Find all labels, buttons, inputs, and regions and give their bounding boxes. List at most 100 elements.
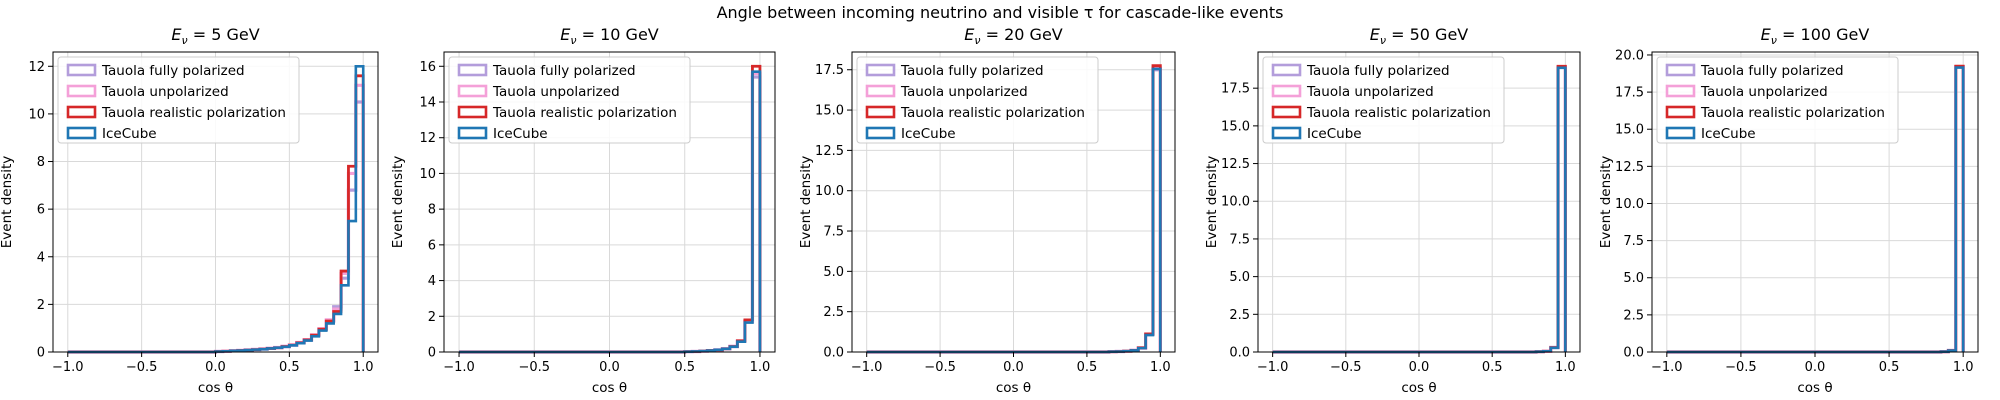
y-tick-label: 10.0 — [815, 184, 844, 199]
x-axis-label: cos θ — [198, 380, 233, 396]
x-tick-label: −0.5 — [1725, 360, 1757, 375]
panel-1: −1.0 −0.5 0.0 0.5 1.0 0 2 4 6 8 10 12 Eν = 5 GeV cos … — [0, 25, 379, 396]
y-tick-label: 7.5 — [1623, 234, 1644, 249]
x-tick-label: 1.0 — [1953, 360, 1974, 375]
x-tick-label: −0.5 — [518, 360, 550, 375]
y-tick-label: 7.5 — [823, 225, 844, 240]
y-tick-label: 16 — [419, 60, 436, 75]
x-tick-label: 1.0 — [1555, 360, 1576, 375]
legend-swatch — [457, 126, 488, 140]
legend-box — [57, 56, 300, 144]
x-tick-label: −0.5 — [126, 360, 158, 375]
y-tick-label: 17.5 — [1221, 82, 1250, 97]
y-tick-label: 12 — [28, 60, 45, 75]
legend-box — [1656, 56, 1899, 144]
legend-swatch — [66, 63, 97, 77]
y-axis-label: Event density — [1598, 156, 1614, 248]
legend-label: Tauola fully polarized — [900, 63, 1044, 79]
legend-swatch — [1665, 126, 1696, 140]
y-tick-label: 20.0 — [1615, 48, 1644, 63]
legend-label: IceCube — [1307, 126, 1362, 142]
legend-label: IceCube — [901, 126, 956, 142]
panels: −1.0 −0.5 0.0 0.5 1.0 0 2 4 6 8 10 12 Eν = 5 GeV cos … — [0, 25, 1979, 396]
y-tick-label: 14 — [419, 96, 436, 111]
panel-title: Eν = 10 GeV — [560, 25, 659, 47]
legend-label: Tauola unpolarized — [1306, 84, 1434, 100]
legend-label: Tauola realistic polarization — [900, 105, 1085, 121]
y-tick-label: 10 — [28, 107, 45, 122]
x-tick-label: −1.0 — [443, 360, 475, 375]
legend-label: Tauola fully polarized — [492, 63, 636, 79]
panel-title: Eν = 100 GeV — [1761, 25, 1870, 47]
x-tick-label: 0.0 — [1409, 360, 1430, 375]
legend-label: Tauola unpolarized — [101, 84, 229, 100]
legend-swatch — [1665, 63, 1696, 77]
legend-swatch — [457, 63, 488, 77]
panel-2: −1.0 −0.5 0.0 0.5 1.0 0 2 4 6 8 10 12 14 16 Eν = 10 Ge… — [390, 25, 776, 396]
legend-swatch — [1271, 84, 1302, 98]
legend-swatch — [1665, 84, 1696, 98]
legend-swatch — [1271, 105, 1302, 119]
y-tick-label: 2.5 — [1229, 308, 1250, 323]
x-tick-label: −1.0 — [851, 360, 883, 375]
y-tick-label: 6 — [37, 203, 45, 218]
x-tick-label: 0.5 — [1482, 360, 1503, 375]
y-tick-label: 12.5 — [1615, 160, 1644, 175]
y-tick-label: 15.0 — [1615, 123, 1644, 138]
x-tick-label: 0.0 — [1805, 360, 1826, 375]
legend: Tauola fully polarized Tauola unpolarized… — [1656, 56, 1899, 144]
panel-3: −1.0 −0.5 0.0 0.5 1.0 0.0 2.5 5.0 7.5 10.0 12.5 15.… — [798, 25, 1176, 396]
x-axis-label: cos θ — [1401, 380, 1436, 396]
panel-5: −1.0 −0.5 0.0 0.5 1.0 0.0 2.5 5.0 7.5 10.0 12.5 15.… — [1598, 25, 1979, 396]
legend-swatch — [1271, 126, 1302, 140]
y-axis-label: Event density — [0, 156, 15, 248]
y-tick-label: 8 — [428, 203, 436, 218]
y-tick-label: 2 — [37, 298, 45, 313]
legend-swatch — [457, 84, 488, 98]
panel-title: Eν = 20 GeV — [964, 25, 1063, 47]
x-tick-label: 1.0 — [1150, 360, 1171, 375]
y-axis-label: Event density — [1204, 156, 1220, 248]
y-tick-label: 2.5 — [823, 305, 844, 320]
legend: Tauola fully polarized Tauola unpolarized… — [448, 56, 691, 144]
y-tick-label: 2 — [428, 310, 436, 325]
legend-swatch — [457, 105, 488, 119]
x-tick-label: 0.0 — [599, 360, 620, 375]
x-tick-label: 0.5 — [279, 360, 300, 375]
panel-title: Eν = 5 GeV — [171, 25, 259, 47]
legend-label: Tauola realistic polarization — [1306, 105, 1491, 121]
legend-swatch — [1665, 105, 1696, 119]
legend: Tauola fully polarized Tauola unpolarized… — [57, 56, 300, 144]
y-tick-label: 10.0 — [1221, 195, 1250, 210]
legend-label: Tauola unpolarized — [900, 84, 1028, 100]
y-tick-label: 12 — [419, 131, 436, 146]
y-tick-label: 17.5 — [1615, 86, 1644, 101]
y-tick-label: 12.5 — [815, 144, 844, 159]
legend-label: Tauola unpolarized — [1700, 84, 1828, 100]
x-tick-label: 0.5 — [674, 360, 695, 375]
x-tick-label: −1.0 — [1257, 360, 1289, 375]
x-tick-label: −1.0 — [52, 360, 84, 375]
y-tick-label: 5.0 — [1229, 270, 1250, 285]
legend-label: IceCube — [493, 126, 548, 142]
legend-label: Tauola realistic polarization — [101, 105, 286, 121]
legend-swatch — [865, 126, 896, 140]
y-tick-label: 0 — [428, 346, 436, 361]
legend-swatch — [1271, 63, 1302, 77]
legend-box — [448, 56, 691, 144]
legend-box — [1262, 56, 1505, 144]
y-axis-label: Event density — [798, 156, 814, 248]
legend-swatch — [66, 84, 97, 98]
y-axis-label: Event density — [390, 156, 406, 248]
y-tick-label: 0.0 — [1623, 346, 1644, 361]
x-tick-label: 1.0 — [353, 360, 374, 375]
legend-swatch — [865, 63, 896, 77]
legend-label: Tauola fully polarized — [1700, 63, 1844, 79]
legend-swatch — [865, 105, 896, 119]
y-tick-label: 15.0 — [1221, 119, 1250, 134]
x-tick-label: −0.5 — [924, 360, 956, 375]
legend-label: IceCube — [1701, 126, 1756, 142]
legend-label: Tauola fully polarized — [1306, 63, 1450, 79]
legend-swatch — [865, 84, 896, 98]
